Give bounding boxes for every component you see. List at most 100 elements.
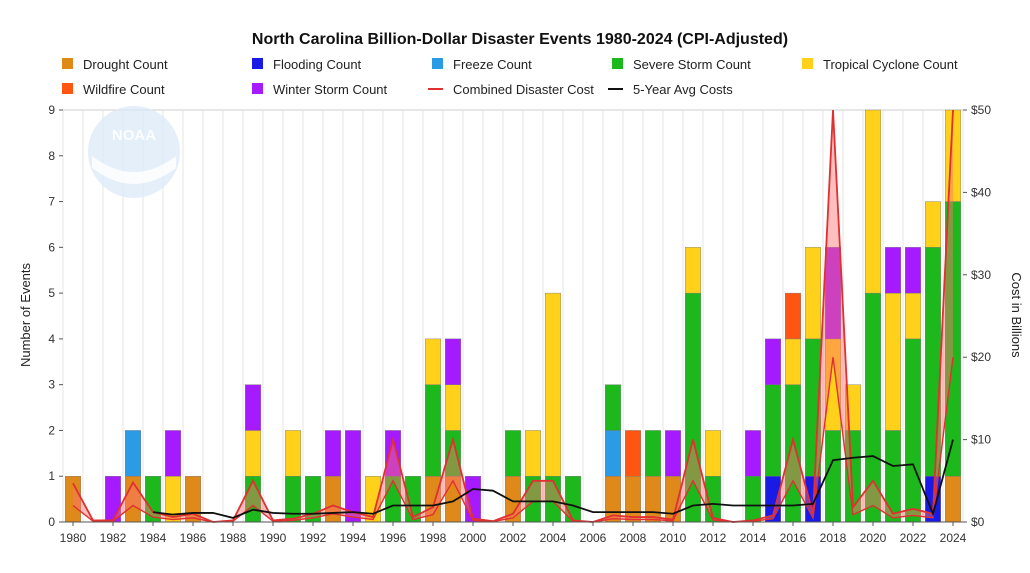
bar-segment [385, 430, 402, 477]
bar-segment [244, 384, 261, 431]
x-tick-label: 1980 [60, 531, 87, 545]
bar-segment [945, 476, 962, 523]
avg-cost-line [152, 439, 954, 519]
y-tick-label: 1 [48, 469, 55, 483]
y2-axis-label: Cost in Billions [1009, 272, 1024, 358]
x-tick-label: 2002 [500, 531, 527, 545]
legend-label: Freeze Count [453, 57, 532, 72]
bar-segment [745, 430, 762, 477]
legend-label: Drought Count [83, 57, 168, 72]
x-tick-label: 2006 [580, 531, 607, 545]
bar-segment [905, 338, 922, 523]
bar-segment [705, 430, 722, 477]
legend-swatch [252, 83, 263, 94]
y-tick-label: 2 [48, 423, 55, 437]
y-tick-label: 4 [48, 332, 55, 346]
bar-segment [325, 430, 342, 477]
legend-item: Winter Storm Count [252, 82, 388, 97]
bar-segment [665, 430, 682, 477]
x-tick-label: 1998 [420, 531, 447, 545]
bar-segment [645, 476, 662, 523]
y-tick-label: 7 [48, 195, 55, 209]
legend-swatch [62, 58, 73, 69]
x-tick-label: 2008 [620, 531, 647, 545]
bar-segment [605, 430, 622, 477]
legend-item: Wildfire Count [62, 82, 165, 97]
bar-segment [765, 384, 782, 477]
y-tick-label: 5 [48, 286, 55, 300]
bar-segment [425, 338, 442, 385]
y-tick-label: 6 [48, 240, 55, 254]
bar-segment [805, 247, 822, 340]
legend-label: Severe Storm Count [633, 57, 751, 72]
y-tick-label: 3 [48, 378, 55, 392]
x-tick-label: 1986 [180, 531, 207, 545]
x-tick-label: 2014 [740, 531, 767, 545]
legend-item: Freeze Count [432, 57, 532, 72]
bar-segment [765, 338, 782, 385]
legend-label: Tropical Cyclone Count [823, 57, 958, 72]
y2-tick-label: $20 [971, 350, 991, 364]
bar-segment [505, 430, 522, 477]
chart-title: North Carolina Billion-Dollar Disaster E… [252, 31, 788, 48]
bar-segment [285, 430, 302, 477]
x-tick-label: 1982 [100, 531, 127, 545]
bar-segment [905, 247, 922, 294]
x-tick-label: 2010 [660, 531, 687, 545]
bar-segment [925, 201, 942, 248]
bar-segment [285, 476, 302, 523]
x-tick-label: 1994 [340, 531, 367, 545]
x-tick-label: 1996 [380, 531, 407, 545]
bar-segment [425, 384, 442, 477]
y-tick-label: 0 [48, 515, 55, 529]
bar-segment [625, 430, 642, 477]
bar-segment [345, 430, 362, 523]
bar-segment [605, 384, 622, 431]
bar-segment [244, 430, 261, 477]
legend-item: Severe Storm Count [612, 57, 751, 72]
legend-label: Flooding Count [273, 57, 362, 72]
legend-item: Combined Disaster Cost [428, 82, 594, 97]
legend-item: Drought Count [62, 57, 168, 72]
bar-segment [905, 292, 922, 340]
legend-swatch [802, 58, 813, 69]
legend-item: Flooding Count [252, 57, 362, 72]
legend-swatch [62, 83, 73, 94]
bar-segment [645, 430, 662, 477]
noaa-logo: NOAA [88, 106, 180, 198]
bar-segment [625, 476, 642, 523]
legend-swatch [612, 58, 623, 69]
legend-swatch [432, 58, 443, 69]
y2-tick-label: $10 [971, 433, 991, 447]
x-tick-label: 2004 [540, 531, 567, 545]
bar-segment [885, 247, 902, 294]
x-tick-label: 2000 [460, 531, 487, 545]
legend-label: Combined Disaster Cost [453, 82, 594, 97]
bar-segment [525, 430, 542, 477]
legend-item: 5-Year Avg Costs [608, 82, 733, 97]
y2-tick-label: $30 [971, 268, 991, 282]
y2-tick-label: $40 [971, 185, 991, 199]
bar-segment [825, 247, 842, 340]
y-tick-label: 8 [48, 149, 55, 163]
bar-segment [124, 430, 141, 477]
legend: Drought Count Flooding Count Freeze Count S… [62, 57, 958, 97]
x-tick-label: 2016 [780, 531, 807, 545]
x-tick-label: 2022 [900, 531, 927, 545]
bar-segment [825, 430, 842, 523]
bar-segment [545, 292, 562, 477]
legend-label: Winter Storm Count [273, 82, 388, 97]
bar-segment [685, 247, 702, 294]
bar-segment [885, 292, 902, 431]
y-tick-label: 9 [48, 103, 55, 117]
bar-segment [785, 338, 802, 385]
legend-label: 5-Year Avg Costs [633, 82, 733, 97]
legend-item: Tropical Cyclone Count [802, 57, 958, 72]
x-tick-label: 2018 [820, 531, 847, 545]
bar-segment [865, 109, 882, 294]
x-tick-label: 1990 [260, 531, 287, 545]
x-tick-label: 2024 [940, 531, 967, 545]
bar-segment [745, 476, 762, 523]
x-tick-label: 2012 [700, 531, 727, 545]
